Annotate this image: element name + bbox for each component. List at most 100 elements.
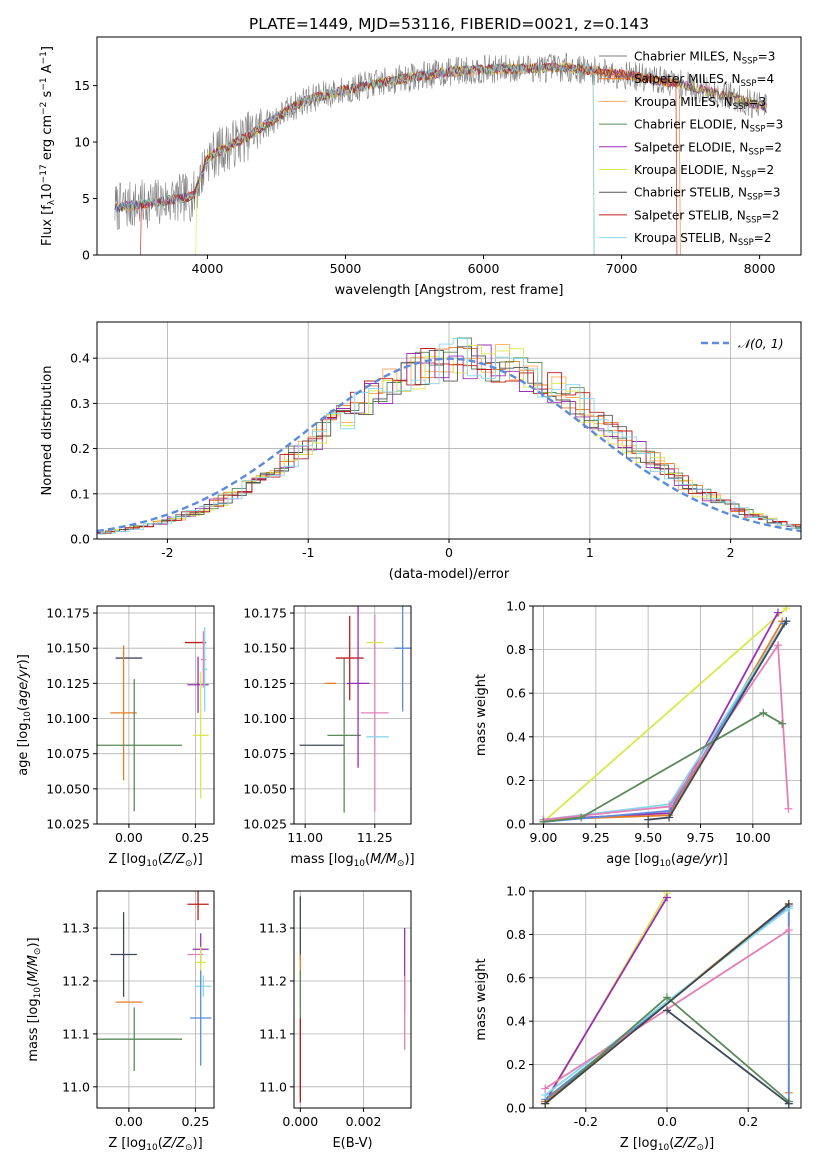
x-axis-label: mass [log10(M/M⊙)]: [290, 852, 414, 869]
plus-marker: [773, 608, 782, 617]
x-tick-label: 2: [727, 545, 735, 560]
spectrum-data-line: [114, 52, 767, 231]
plus-marker: [784, 1099, 793, 1108]
plot-area: [541, 891, 793, 1108]
error-bar-point: [187, 656, 209, 713]
x-axis-label: E(B-V): [332, 1136, 372, 1151]
x-tick-label: -1: [302, 545, 314, 560]
x-tick-label: 0.000: [282, 1114, 318, 1129]
y-tick-label: 0.6: [506, 686, 526, 701]
error-bar-point: [335, 615, 364, 701]
plot-area: [97, 627, 209, 812]
plus-marker: [644, 815, 653, 824]
y-tick-label: 10.125: [243, 676, 287, 691]
mass-weight-line: [542, 607, 787, 823]
grid: [294, 606, 411, 825]
plus-marker: [577, 813, 586, 822]
plus-marker: [778, 719, 787, 728]
y-tick-label: 0.4: [70, 351, 90, 366]
y-tick-label: 11.3: [259, 921, 287, 936]
panel-residuals: -2 -1 0 1 2 0.0 0.1 0.2 0.3 0.4 𝒩(0, 1) (data-model…: [40, 321, 802, 582]
x-tick-label: 0.2: [738, 1114, 758, 1129]
y-tick-label: 10.175: [46, 606, 90, 621]
plus-marker: [784, 926, 793, 935]
axes-frame: [293, 890, 412, 1109]
error-bar-point: [202, 627, 208, 712]
x-tick-label: 0.00: [115, 1114, 143, 1129]
panel-age_vs_mass: 11.00 11.25 10.025 10.050 10.075 10.100 10.125…: [243, 605, 415, 869]
x-tick-label: 9.00: [530, 830, 558, 845]
panel-mass_vs_EBV: 0.000 0.002 11.0 11.1 11.2 11.3 E(B-V): [259, 890, 412, 1151]
panel-age_vs_Z: 0.00 0.25 10.025 10.050 10.075 10.100 10.125 10…: [16, 605, 215, 869]
plus-marker: [539, 817, 548, 824]
y-axis-label: mass weight: [474, 674, 489, 756]
y-tick-label: 11.2: [62, 973, 90, 988]
x-axis-label: (data-model)/error: [389, 567, 510, 582]
plus-marker: [665, 802, 674, 811]
plus-marker: [782, 617, 791, 626]
error-bar-point: [346, 606, 370, 768]
error-bar-point: [110, 912, 137, 997]
y-tick-label: 10.050: [243, 781, 287, 796]
y-tick-label: 1.0: [506, 599, 526, 614]
y-tick-label: 0.2: [506, 773, 526, 788]
histogram-step: [97, 348, 801, 535]
plus-marker: [784, 900, 793, 909]
mass-weight-line: [544, 907, 790, 1096]
legend-entry: Salpeter MILES, NSSP=4: [634, 72, 774, 89]
plot-area: [299, 896, 406, 1103]
y-tick-label: 10.150: [46, 641, 90, 656]
y-tick-label: 1.0: [506, 884, 526, 899]
y-tick-label: 0.3: [70, 396, 90, 411]
y-axis-label: mass weight: [474, 958, 489, 1040]
x-tick-label: 9.25: [582, 830, 610, 845]
plus-marker: [759, 708, 768, 717]
plus-marker: [784, 804, 793, 813]
x-tick-label: 0.0: [657, 1114, 677, 1129]
x-tick-label: 0.00: [115, 830, 143, 845]
x-tick-label: 11.00: [287, 830, 323, 845]
y-tick-label: 10.100: [46, 711, 90, 726]
plot-area: [114, 52, 767, 255]
plot-area: [539, 606, 793, 824]
y-tick-label: 10.025: [46, 817, 90, 832]
x-tick-label: 11.25: [357, 830, 393, 845]
x-axis-label: age [log10(age/yr)]: [606, 852, 728, 869]
histogram-step: [97, 345, 801, 535]
error-bar-point: [110, 645, 137, 781]
y-tick-label: 11.1: [62, 1026, 90, 1041]
axes-frame: [532, 605, 802, 825]
histogram-step: [97, 346, 801, 535]
y-tick-label: 10.100: [243, 711, 287, 726]
y-tick-label: 15: [74, 78, 90, 93]
legend-entry: Kroupa MILES, NSSP=3: [634, 95, 766, 112]
x-tick-label: 8000: [744, 261, 776, 276]
histogram-step: [97, 337, 801, 535]
error-bar-point: [97, 1007, 183, 1071]
x-tick-label: 9.50: [634, 830, 662, 845]
y-tick-label: 0.0: [506, 817, 526, 832]
plus-marker: [541, 1099, 550, 1108]
x-axis-label: Z [log10(Z/Z⊙)]: [108, 1136, 202, 1153]
y-tick-label: 10.125: [46, 676, 90, 691]
axes-frame: [293, 605, 412, 825]
mass-weight-line: [544, 897, 668, 1102]
grid: [97, 891, 214, 1108]
legend-entry: Kroupa STELIB, NSSP=2: [634, 231, 772, 248]
mass-weight-line: [544, 903, 790, 1105]
y-tick-label: 0.2: [70, 441, 90, 456]
y-axis-label: mass [log10(M/M⊙)]: [26, 937, 43, 1061]
mass-weight-line: [543, 622, 786, 823]
plot-area: [97, 891, 212, 1071]
y-tick-label: 10.075: [46, 746, 90, 761]
y-tick-label: 0.1: [70, 486, 90, 501]
legend-entry: 𝒩(0, 1): [738, 336, 784, 351]
mass-weight-line: [543, 711, 783, 823]
x-tick-label: 5000: [330, 261, 362, 276]
error-bar-point: [192, 672, 209, 799]
x-axis-label: Z [log10(Z/Z⊙)]: [620, 1136, 714, 1153]
x-tick-label: -0.2: [574, 1114, 598, 1129]
figure-title: PLATE=1449, MJD=53116, FIBERID=0021, z=0…: [249, 15, 649, 33]
legend-entry: Salpeter STELIB, NSSP=2: [634, 208, 779, 225]
